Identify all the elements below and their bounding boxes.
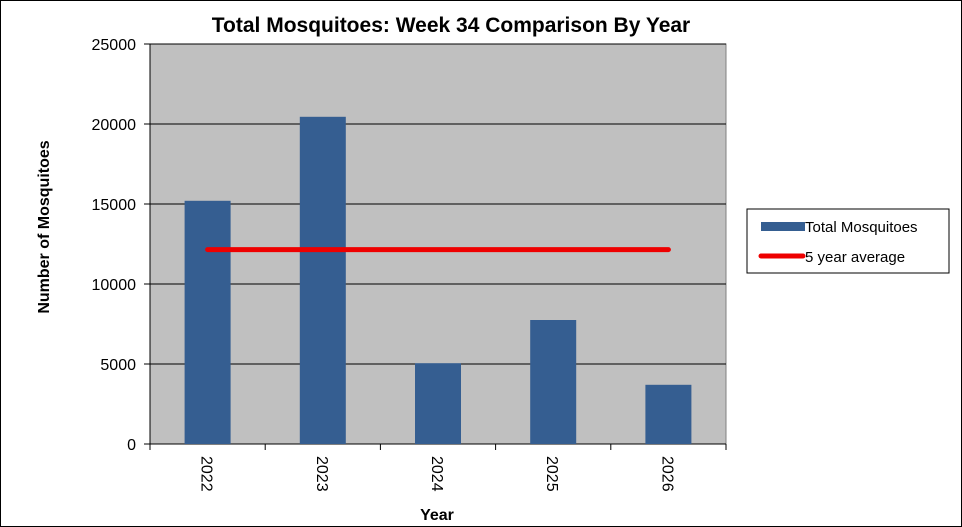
bar-2024 [415,363,461,444]
x-tick-label: 2022 [198,456,215,492]
y-tick-label: 15000 [92,197,137,214]
y-tick-label: 20000 [92,117,137,134]
y-tick-label: 5000 [100,357,136,374]
x-tick-label: 2024 [428,456,445,492]
x-tick-label: 2025 [543,456,560,492]
legend: Total Mosquitoes 5 year average [746,208,950,274]
legend-label-total-mosquitoes: Total Mosquitoes [805,219,918,236]
x-tick-label: 2023 [313,456,330,492]
bar-2022 [184,200,231,444]
x-axis-title: Year [420,507,454,524]
legend-label-5-year-average: 5 year average [805,249,905,266]
x-tick-label: 2026 [658,456,675,492]
y-axis-title: Number of Mosquitoes [36,140,53,313]
bar-2023 [299,116,346,445]
legend-bar-swatch [761,222,805,231]
y-tick-label: 25000 [92,37,137,54]
bar-2025 [530,320,577,444]
y-tick-label: 10000 [92,277,137,294]
chart-title: Total Mosquitoes: Week 34 Comparison By … [212,14,690,37]
plot-area: 0 5000 10000 15000 20000 25000 2022 2023 2024 202… [92,37,727,492]
legend-box [746,208,950,274]
bar-2026 [645,384,692,444]
y-tick-label: 0 [127,437,136,454]
